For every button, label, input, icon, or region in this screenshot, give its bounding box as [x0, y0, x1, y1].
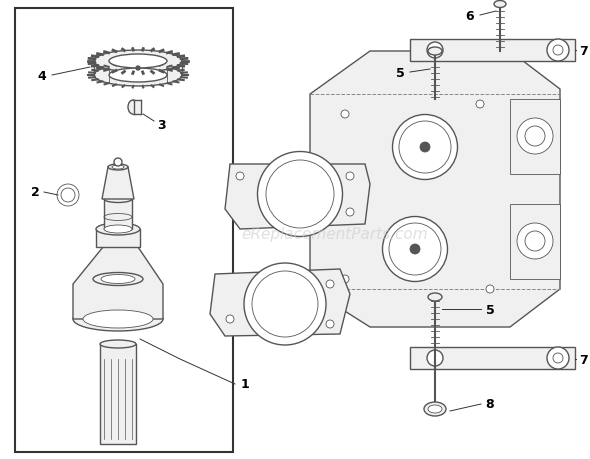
Circle shape	[346, 208, 354, 217]
Ellipse shape	[428, 48, 442, 56]
Circle shape	[553, 353, 563, 363]
Circle shape	[525, 127, 545, 147]
Circle shape	[517, 119, 553, 155]
Ellipse shape	[94, 51, 182, 73]
Ellipse shape	[257, 152, 343, 237]
Circle shape	[236, 173, 244, 180]
Circle shape	[341, 111, 349, 119]
Polygon shape	[410, 40, 575, 62]
Ellipse shape	[252, 271, 318, 337]
Ellipse shape	[382, 217, 447, 282]
Ellipse shape	[112, 166, 124, 170]
Circle shape	[525, 231, 545, 252]
Text: 5: 5	[486, 303, 494, 316]
Polygon shape	[96, 230, 140, 247]
Text: 3: 3	[158, 118, 166, 131]
Bar	[104, 200, 132, 230]
Circle shape	[346, 173, 354, 180]
Circle shape	[427, 350, 443, 366]
Polygon shape	[510, 205, 560, 280]
Circle shape	[226, 315, 234, 323]
Ellipse shape	[109, 55, 167, 69]
Text: 1: 1	[241, 378, 250, 391]
Ellipse shape	[244, 263, 326, 345]
Ellipse shape	[392, 115, 457, 180]
Ellipse shape	[101, 275, 135, 284]
Text: 4: 4	[38, 69, 47, 82]
Bar	[133, 101, 140, 115]
Polygon shape	[410, 347, 575, 369]
Text: 6: 6	[466, 10, 474, 22]
Polygon shape	[102, 168, 134, 200]
Polygon shape	[310, 52, 560, 327]
Circle shape	[410, 245, 420, 254]
Text: 2: 2	[31, 186, 40, 199]
Ellipse shape	[266, 161, 334, 229]
Ellipse shape	[389, 224, 441, 275]
Ellipse shape	[94, 65, 182, 87]
Ellipse shape	[494, 1, 506, 8]
Ellipse shape	[93, 273, 143, 286]
Polygon shape	[510, 100, 560, 174]
Circle shape	[427, 43, 443, 59]
Text: eReplacementParts.com: eReplacementParts.com	[242, 227, 428, 242]
Ellipse shape	[96, 224, 140, 235]
Polygon shape	[73, 230, 163, 319]
Circle shape	[517, 224, 553, 259]
Ellipse shape	[428, 293, 442, 302]
Ellipse shape	[83, 310, 153, 328]
Circle shape	[553, 46, 563, 56]
Circle shape	[476, 101, 484, 109]
Bar	[100, 344, 136, 444]
Circle shape	[547, 347, 569, 369]
Ellipse shape	[104, 225, 132, 234]
Ellipse shape	[109, 69, 167, 83]
Ellipse shape	[61, 189, 75, 202]
Circle shape	[486, 285, 494, 293]
Text: 7: 7	[579, 353, 588, 366]
Circle shape	[326, 280, 334, 288]
Ellipse shape	[104, 196, 132, 203]
Polygon shape	[210, 269, 350, 336]
Ellipse shape	[128, 101, 138, 115]
Ellipse shape	[100, 340, 136, 348]
Circle shape	[420, 143, 430, 153]
Circle shape	[547, 40, 569, 62]
Ellipse shape	[73, 308, 163, 331]
Circle shape	[326, 320, 334, 328]
Bar	[15, 9, 233, 452]
Text: 8: 8	[486, 397, 494, 411]
Ellipse shape	[428, 405, 442, 413]
Ellipse shape	[424, 402, 446, 416]
Text: 5: 5	[396, 67, 404, 79]
Ellipse shape	[114, 159, 122, 167]
Polygon shape	[225, 165, 370, 230]
Circle shape	[341, 275, 349, 283]
Text: 7: 7	[579, 45, 588, 57]
Ellipse shape	[399, 122, 451, 174]
Ellipse shape	[108, 165, 128, 171]
Circle shape	[136, 67, 140, 71]
